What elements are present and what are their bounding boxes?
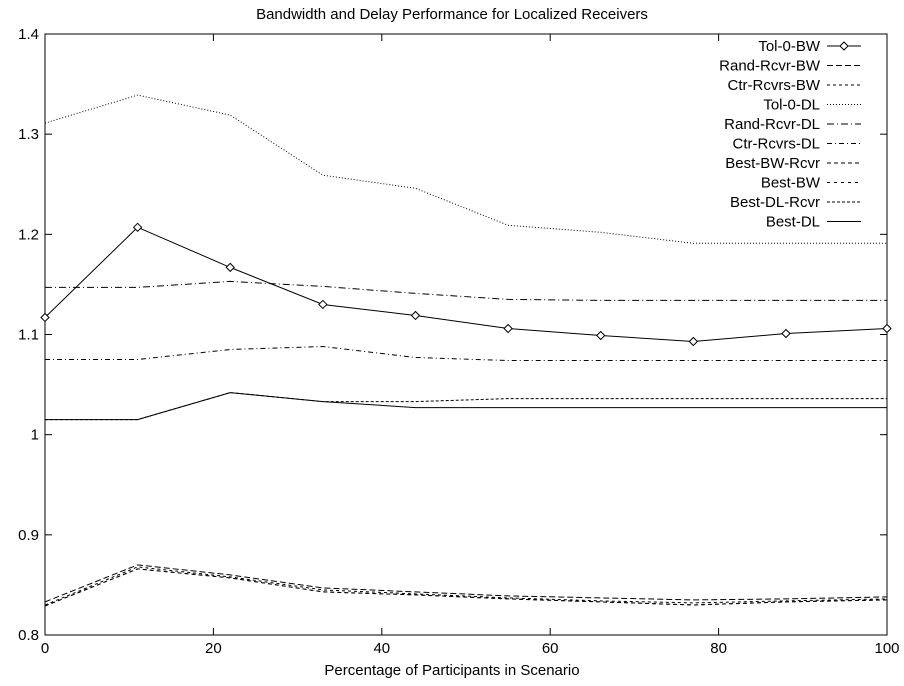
x-tick-label: 80 [710, 640, 727, 657]
data-point-marker [596, 330, 606, 341]
series-line [44, 566, 888, 606]
x-tick-label: 20 [205, 640, 222, 657]
data-point-marker [318, 299, 328, 310]
data-point-marker [225, 262, 235, 273]
x-axis-label: Percentage of Participants in Scenario [324, 662, 580, 679]
series-line [44, 564, 888, 603]
x-tick-label: 40 [373, 640, 390, 657]
data-point-marker [503, 323, 513, 334]
legend-label: Best-BW-Rcvr [725, 155, 820, 172]
legend-label: Best-DL-Rcvr [730, 194, 820, 211]
y-tick-label: 1 [31, 427, 39, 444]
legend-marker [839, 41, 849, 51]
legend-label: Rand-Rcvr-BW [719, 58, 821, 75]
x-tick-label: 0 [41, 640, 49, 657]
y-tick-label: 1.3 [18, 126, 39, 143]
x-tick-label: 100 [874, 640, 899, 657]
x-tick-label: 60 [542, 640, 559, 657]
data-point-marker [410, 310, 421, 321]
data-point-marker [781, 328, 791, 339]
legend-label: Ctr-Rcvrs-DL [733, 136, 821, 153]
series-line [45, 280, 887, 301]
legend-label: Ctr-Rcvrs-BW [728, 77, 821, 94]
y-tick-label: 0.9 [18, 527, 39, 544]
series-line [45, 392, 887, 421]
y-tick-label: 1.2 [18, 226, 39, 243]
data-point-marker [688, 336, 699, 347]
series-line [44, 568, 888, 607]
data-point-marker [132, 222, 143, 233]
series-line [44, 568, 888, 607]
series-line [45, 392, 887, 421]
data-point-marker [40, 312, 50, 323]
legend-label: Rand-Rcvr-DL [724, 116, 820, 133]
data-point-marker [882, 323, 892, 334]
y-tick-label: 1.4 [18, 26, 39, 43]
y-tick-label: 1.1 [18, 327, 39, 344]
chart-title: Bandwidth and Delay Performance for Loca… [256, 6, 648, 23]
legend-label: Best-BW [761, 175, 821, 192]
legend-label: Best-DL [766, 214, 820, 231]
series-line [44, 94, 887, 244]
y-tick-label: 0.8 [18, 627, 39, 644]
legend-label: Tol-0-DL [763, 97, 820, 114]
series-line [44, 226, 888, 343]
series-line [45, 345, 887, 361]
legend-label: Tol-0-BW [758, 38, 821, 55]
